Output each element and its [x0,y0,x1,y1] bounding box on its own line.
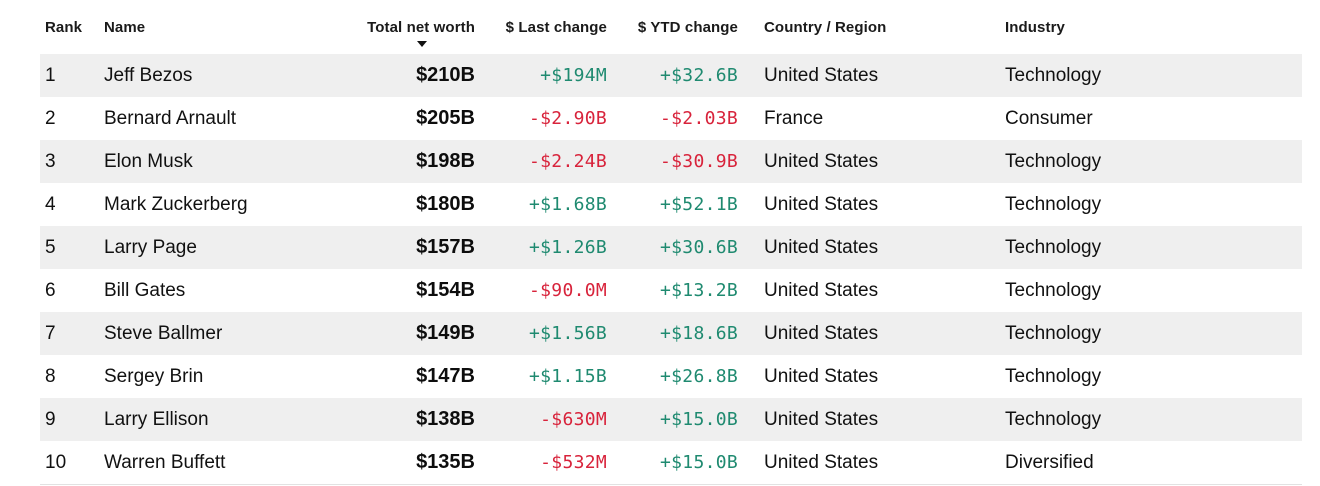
last-change-cell: -$630M [540,409,607,430]
industry-cell: Technology [1005,280,1102,301]
country-cell: United States [764,323,879,344]
country-cell: United States [764,237,879,258]
net-worth-cell: $205B [416,107,475,129]
rank-cell: 9 [45,409,56,430]
rank-cell: 4 [45,194,56,215]
ytd-change-cell: +$13.2B [660,280,738,301]
column-header-industry[interactable]: Industry [1005,19,1065,36]
net-worth-cell: $210B [416,64,475,86]
sort-down-arrow-icon[interactable] [417,41,427,47]
industry-cell: Technology [1005,194,1102,215]
rank-cell: 6 [45,280,56,301]
last-change-cell: +$1.26B [529,237,607,258]
country-cell: France [764,108,824,129]
rank-cell: 8 [45,366,56,387]
ytd-change-cell: -$30.9B [660,151,738,172]
table-row[interactable]: 5 Larry Page $157B +$1.26B +$30.6B United Sta… [40,226,1302,269]
table-body: 1 Jeff Bezos $210B +$194M +$32.6B United Stat… [40,54,1302,484]
rank-cell: 3 [45,151,56,172]
ytd-change-cell: +$26.8B [660,366,738,387]
ytd-change-cell: +$18.6B [660,323,738,344]
country-cell: United States [764,409,879,430]
table-row[interactable]: 6 Bill Gates $154B -$90.0M +$13.2B United Sta… [40,269,1302,312]
rank-cell: 5 [45,237,56,258]
name-cell: Larry Page [104,237,197,258]
name-cell: Bernard Arnault [104,108,237,129]
net-worth-cell: $149B [416,322,475,344]
billionaires-table: Rank Name Total net worth $ Last change … [40,0,1302,485]
table-row[interactable]: 9 Larry Ellison $138B -$630M +$15.0B United S… [40,398,1302,441]
net-worth-cell: $138B [416,408,475,430]
rank-cell: 2 [45,108,56,129]
country-cell: United States [764,151,879,172]
last-change-cell: -$2.24B [529,151,607,172]
column-header-worth[interactable]: Total net worth [367,19,475,36]
last-change-cell: +$1.15B [529,366,607,387]
industry-cell: Diversified [1005,452,1094,473]
column-header-name[interactable]: Name [104,19,146,36]
industry-cell: Technology [1005,237,1102,258]
ytd-change-cell: +$15.0B [660,452,738,473]
net-worth-cell: $154B [416,279,475,301]
ytd-change-cell: +$32.6B [660,65,738,86]
name-cell: Warren Buffett [104,452,226,473]
table-row[interactable]: 7 Steve Ballmer $149B +$1.56B +$18.6B United … [40,312,1302,355]
ytd-change-cell: -$2.03B [660,108,738,129]
name-cell: Mark Zuckerberg [104,194,248,215]
table-row[interactable]: 2 Bernard Arnault $205B -$2.90B -$2.03B Franc… [40,97,1302,140]
country-cell: United States [764,65,879,86]
ytd-change-cell: +$52.1B [660,194,738,215]
net-worth-cell: $147B [416,365,475,387]
country-cell: United States [764,194,879,215]
table-row[interactable]: 10 Warren Buffett $135B -$532M +$15.0B United… [40,441,1302,484]
table-row[interactable]: 4 Mark Zuckerberg $180B +$1.68B +$52.1B Unite… [40,183,1302,226]
industry-cell: Technology [1005,65,1102,86]
last-change-cell: -$532M [540,452,607,473]
name-cell: Elon Musk [104,151,193,172]
net-worth-cell: $135B [416,451,475,473]
rank-cell: 7 [45,323,56,344]
net-worth-cell: $180B [416,193,475,215]
column-header-country[interactable]: Country / Region [764,19,887,36]
net-worth-cell: $198B [416,150,475,172]
column-header-rank[interactable]: Rank [45,19,83,36]
industry-cell: Technology [1005,151,1102,172]
industry-cell: Consumer [1005,108,1093,129]
table-row[interactable]: 1 Jeff Bezos $210B +$194M +$32.6B United Stat… [40,54,1302,97]
ytd-change-cell: +$30.6B [660,237,738,258]
table-bottom-divider [40,484,1302,485]
industry-cell: Technology [1005,323,1102,344]
ytd-change-cell: +$15.0B [660,409,738,430]
table-row[interactable]: 3 Elon Musk $198B -$2.24B -$30.9B United Stat… [40,140,1302,183]
table-header: Rank Name Total net worth $ Last change … [40,0,1302,54]
country-cell: United States [764,366,879,387]
name-cell: Sergey Brin [104,366,204,387]
name-cell: Larry Ellison [104,409,209,430]
rank-cell: 10 [45,452,67,473]
last-change-cell: -$90.0M [529,280,607,301]
name-cell: Bill Gates [104,280,186,301]
industry-cell: Technology [1005,409,1102,430]
name-cell: Steve Ballmer [104,323,223,344]
last-change-cell: +$1.56B [529,323,607,344]
table-row[interactable]: 8 Sergey Brin $147B +$1.15B +$26.8B United St… [40,355,1302,398]
last-change-cell: +$194M [540,65,607,86]
country-cell: United States [764,452,879,473]
country-cell: United States [764,280,879,301]
last-change-cell: -$2.90B [529,108,607,129]
last-change-cell: +$1.68B [529,194,607,215]
name-cell: Jeff Bezos [104,65,193,86]
industry-cell: Technology [1005,366,1102,387]
rank-cell: 1 [45,65,56,86]
column-header-ytd-change[interactable]: $ YTD change [637,19,738,36]
column-header-last-change[interactable]: $ Last change [505,19,607,36]
net-worth-cell: $157B [416,236,475,258]
